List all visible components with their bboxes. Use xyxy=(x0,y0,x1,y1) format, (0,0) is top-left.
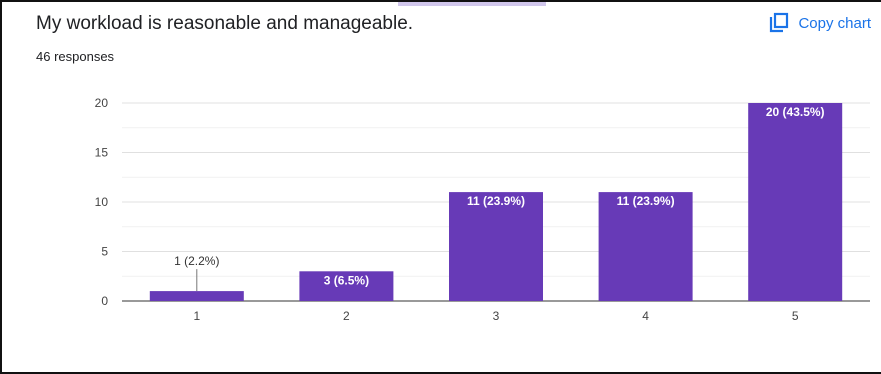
y-tick-label: 20 xyxy=(95,96,109,110)
copy-chart-label: Copy chart xyxy=(798,14,871,32)
x-tick-label: 4 xyxy=(642,309,649,323)
x-tick-label: 1 xyxy=(193,309,200,323)
y-tick-label: 5 xyxy=(101,245,108,259)
copy-chart-button[interactable]: Copy chart xyxy=(768,12,871,34)
y-axis-ticks: 0 5 10 15 20 xyxy=(95,96,109,308)
y-tick-label: 10 xyxy=(95,195,109,209)
bar[interactable] xyxy=(299,271,394,301)
x-tick-label: 3 xyxy=(493,309,500,323)
data-labels: 1 (2.2%) 3 (6.5%) 11 (23.9%) 11 (23.9%) 20 (… xyxy=(174,105,825,292)
x-tick-label: 5 xyxy=(792,309,799,323)
x-tick-label: 2 xyxy=(343,309,350,323)
data-label: 3 (6.5%) xyxy=(324,273,369,287)
response-count: 46 responses xyxy=(36,49,115,64)
bar[interactable] xyxy=(598,192,693,301)
data-label: 1 (2.2%) xyxy=(174,254,219,268)
bars xyxy=(149,103,843,301)
bar[interactable] xyxy=(449,192,543,301)
bar[interactable] xyxy=(748,103,843,301)
y-tick-label: 15 xyxy=(95,146,109,160)
copy-icon xyxy=(770,12,789,33)
bar[interactable] xyxy=(149,291,244,301)
data-label: 11 (23.9%) xyxy=(467,194,525,208)
question-title: My workload is reasonable and manageable… xyxy=(36,13,414,34)
data-label: 11 (23.9%) xyxy=(617,194,675,208)
data-label: 20 (43.5%) xyxy=(766,105,825,119)
x-axis-ticks: 1 2 3 4 5 xyxy=(193,309,798,323)
top-accent-line xyxy=(398,2,546,6)
y-tick-label: 0 xyxy=(101,294,108,308)
